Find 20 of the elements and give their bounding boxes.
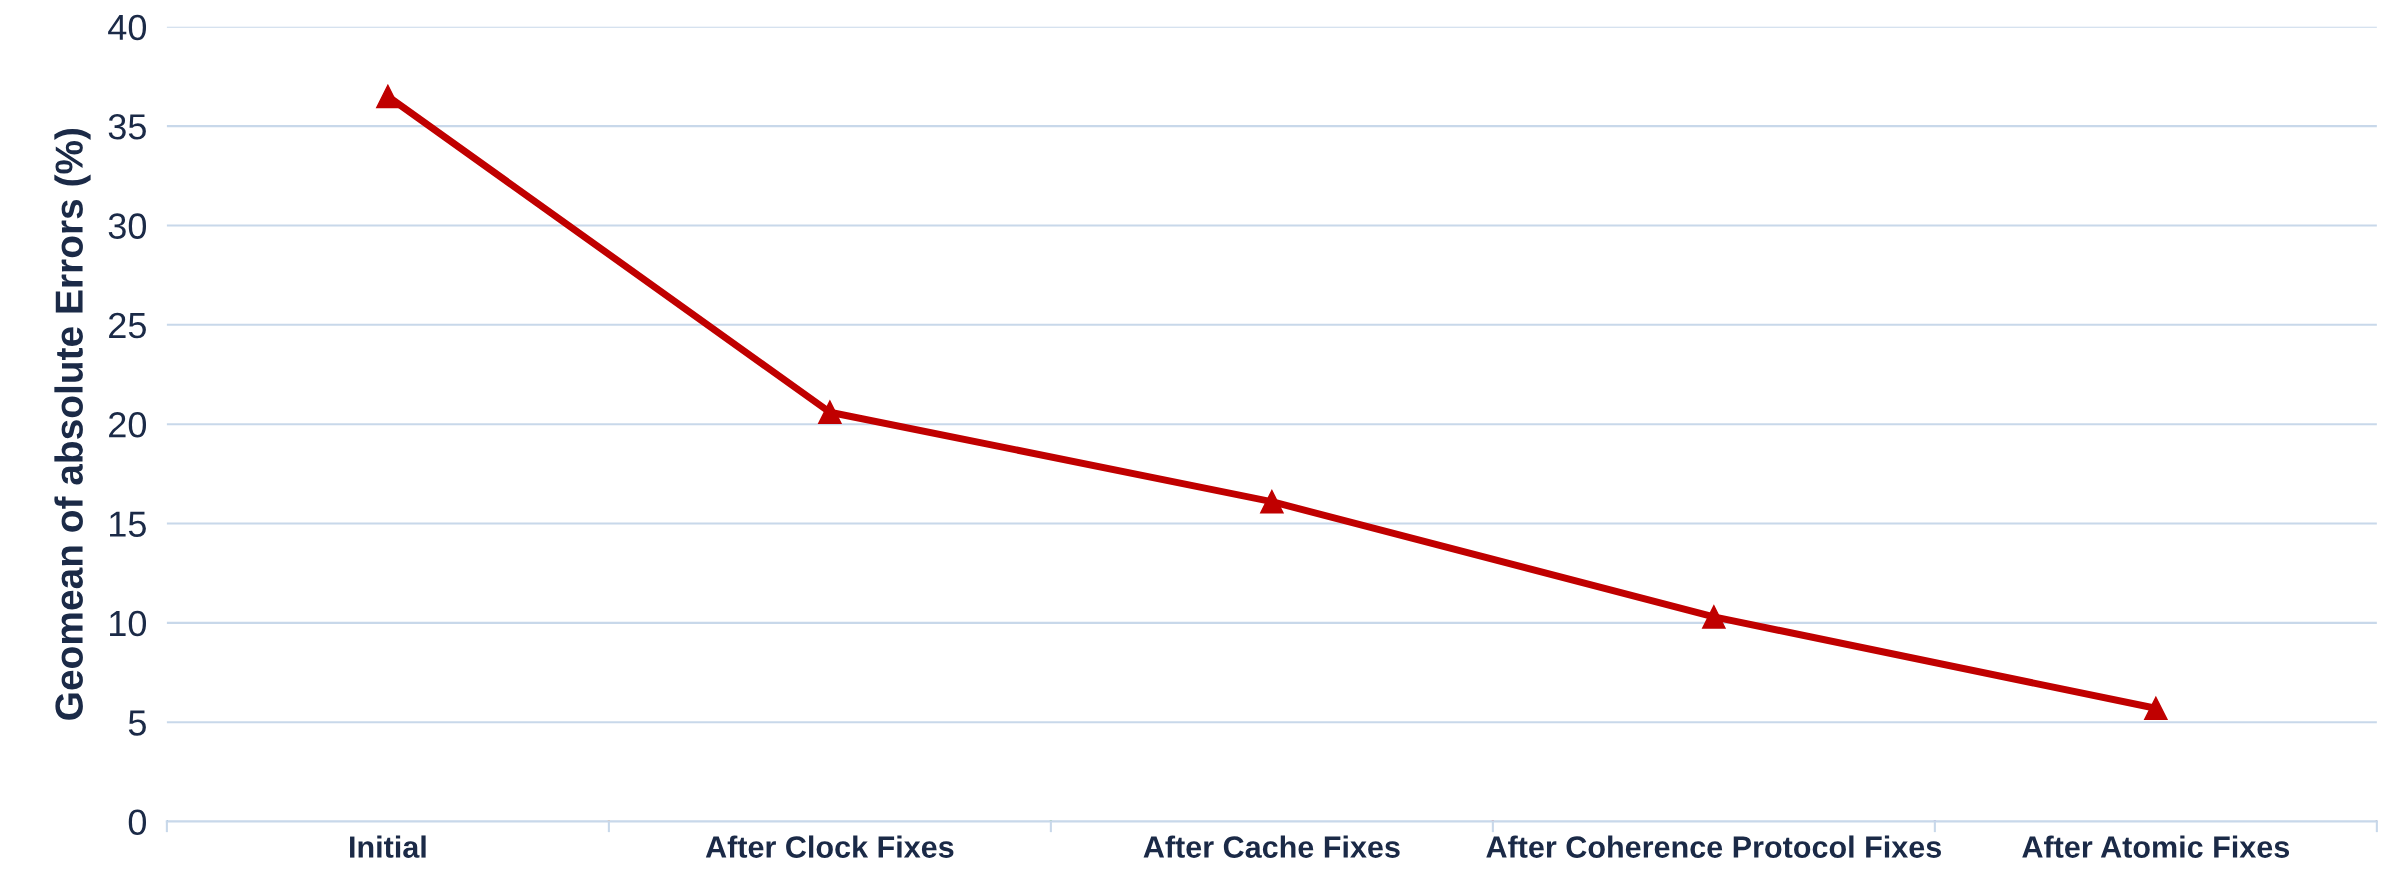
point [1702,605,1726,629]
point [1260,489,1284,514]
y-tick-label: 15 [110,511,146,537]
y-tick-label: 5 [128,710,146,736]
point [818,400,842,425]
y-tick-label: 0 [128,809,147,835]
y-tick-label: 40 [108,14,147,41]
y-tick-label: 35 [108,114,146,140]
y-tick-label: 10 [110,610,147,637]
y-axis-title: Geomean of absolute Errors (%) [54,128,91,720]
y-tick-label: 30 [108,213,147,239]
x-tick-label: Initial [350,835,426,858]
y-tick-label: 25 [109,312,146,339]
x-tick-label: After Coherence Protocol Fixes [1486,835,1941,858]
x-tick-label: After Atomic Fixes [2022,835,2290,858]
x-tick-label: After Cache Fixes [1143,835,1400,858]
x-tick-label: After Clock Fixes [705,835,954,858]
point [2144,696,2168,721]
point [376,84,400,109]
y-tick-label: 20 [109,412,147,438]
